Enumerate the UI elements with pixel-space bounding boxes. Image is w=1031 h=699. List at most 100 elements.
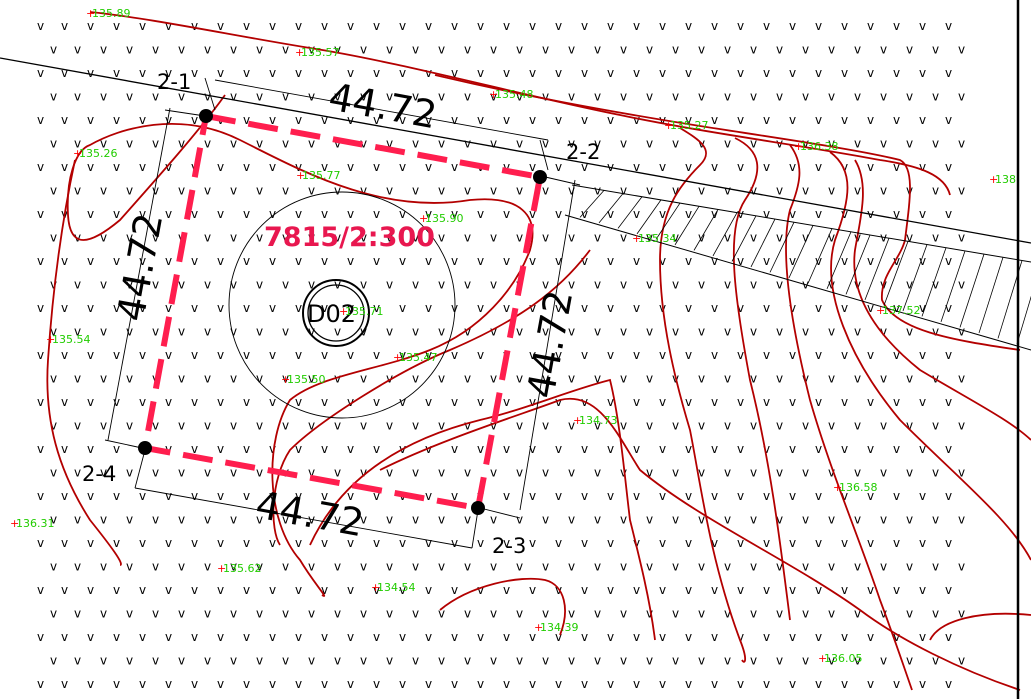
ground-symbol-icon: v — [126, 43, 133, 57]
ground-symbol-icon: v — [945, 677, 952, 691]
ground-symbol-icon: v — [347, 536, 354, 550]
ground-symbol-icon: v — [425, 19, 432, 33]
ground-symbol-icon: v — [685, 113, 692, 127]
ground-symbol-icon: v — [412, 419, 419, 433]
ground-symbol-icon: v — [126, 278, 133, 292]
corner-point-2-1[interactable] — [199, 109, 213, 123]
ground-symbol-icon: v — [906, 231, 913, 245]
ground-symbol-icon: v — [828, 466, 835, 480]
ground-symbol-icon: v — [308, 137, 315, 151]
hatch-line — [636, 199, 662, 235]
ground-symbol-icon: v — [503, 442, 510, 456]
marker-label: D02 — [307, 300, 356, 328]
parcel-label: 7815/2:300 — [264, 222, 435, 253]
ground-symbol-icon: v — [334, 372, 341, 386]
ground-symbol-icon: v — [373, 677, 380, 691]
ground-symbol-icon: v — [945, 19, 952, 33]
ground-symbol-icon: v — [503, 66, 510, 80]
ground-symbol-icon: v — [386, 607, 393, 621]
corner-point-2-4[interactable] — [138, 441, 152, 455]
ground-symbol-icon: v — [74, 137, 81, 151]
ground-symbol-icon: v — [87, 207, 94, 221]
ground-symbol-icon: v — [815, 160, 822, 174]
ground-symbol-icon: v — [594, 654, 601, 668]
ground-symbol-icon: v — [230, 278, 237, 292]
plus-icon: + — [632, 232, 641, 245]
ground-symbol-icon: v — [867, 630, 874, 644]
ground-symbol-icon: v — [750, 137, 757, 151]
extension-line — [104, 439, 143, 449]
ground-symbol-icon: v — [490, 654, 497, 668]
ground-symbol-icon: v — [906, 654, 913, 668]
ground-symbol-icon: v — [711, 630, 718, 644]
ground-symbol-icon: v — [269, 677, 276, 691]
hatch-line — [864, 238, 890, 301]
ground-symbol-icon: v — [542, 137, 549, 151]
ground-symbol-icon: v — [308, 231, 315, 245]
ground-symbol-icon: v — [61, 66, 68, 80]
ground-symbol-icon: v — [698, 372, 705, 386]
ground-symbol-icon: v — [269, 630, 276, 644]
ground-symbol-icon: v — [750, 607, 757, 621]
ground-symbol-icon: v — [165, 442, 172, 456]
contour-line — [829, 151, 1031, 561]
ground-symbol-icon: v — [217, 160, 224, 174]
corner-point-2-2[interactable] — [533, 170, 547, 184]
plus-icon: + — [295, 46, 304, 59]
ground-symbol-icon: v — [880, 466, 887, 480]
ground-symbol-icon: v — [334, 231, 341, 245]
ground-symbol-icon: v — [113, 395, 120, 409]
plus-icon: + — [573, 414, 582, 427]
ground-symbol-icon: v — [867, 489, 874, 503]
ground-symbol-icon: v — [412, 560, 419, 574]
parcel-boundary[interactable] — [141, 112, 544, 512]
ground-symbol-icon: v — [607, 301, 614, 315]
ground-symbol-icon: v — [529, 442, 536, 456]
ground-symbol-icon: v — [347, 630, 354, 644]
corner-point-2-3[interactable] — [471, 501, 485, 515]
ground-symbol-icon: v — [477, 66, 484, 80]
ground-symbol-icon: v — [269, 301, 276, 315]
ground-symbol-icon: v — [919, 66, 926, 80]
ground-symbol-icon: v — [698, 560, 705, 574]
ground-symbol-icon: v — [74, 419, 81, 433]
ground-symbol-icon: v — [633, 207, 640, 221]
ground-symbol-icon: v — [50, 137, 57, 151]
ground-symbol-icon: v — [867, 536, 874, 550]
ground-symbol-icon: v — [412, 607, 419, 621]
ground-symbol-icon: v — [399, 301, 406, 315]
ground-symbol-icon: v — [360, 654, 367, 668]
ground-symbol-icon: v — [139, 113, 146, 127]
ground-symbol-icon: v — [932, 325, 939, 339]
marker-buffer-circle — [228, 191, 456, 419]
ground-symbol-icon: v — [438, 90, 445, 104]
plus-icon: + — [833, 481, 842, 494]
ground-symbol-icon: v — [854, 43, 861, 57]
ground-symbol-icon: v — [165, 113, 172, 127]
ground-symbol-icon: v — [74, 560, 81, 574]
ground-symbol-icon: v — [165, 301, 172, 315]
ground-symbol-icon: v — [321, 301, 328, 315]
ground-symbol-icon: v — [373, 489, 380, 503]
ground-symbol-icon: v — [373, 348, 380, 362]
ground-symbol-icon: v — [646, 607, 653, 621]
contour-line — [89, 11, 951, 196]
ground-symbol-icon: v — [165, 489, 172, 503]
ground-symbol-icon: v — [490, 325, 497, 339]
ground-symbol-icon: v — [74, 278, 81, 292]
ground-symbol-icon: v — [438, 325, 445, 339]
ground-symbol-icon: v — [789, 66, 796, 80]
ground-symbol-icon: v — [945, 536, 952, 550]
ground-symbol-icon: v — [308, 278, 315, 292]
ground-symbol-icon: v — [594, 513, 601, 527]
ground-symbol-icon: v — [217, 19, 224, 33]
ground-symbol-icon: v — [256, 325, 263, 339]
ground-symbol-icon: v — [919, 19, 926, 33]
ground-symbol-icon: v — [542, 419, 549, 433]
ground-symbol-icon: v — [399, 348, 406, 362]
ground-symbol-icon: v — [204, 184, 211, 198]
ground-symbol-icon: v — [50, 184, 57, 198]
ground-symbol-icon: v — [178, 466, 185, 480]
ground-symbol-icon: v — [139, 536, 146, 550]
ground-symbol-icon: v — [828, 90, 835, 104]
